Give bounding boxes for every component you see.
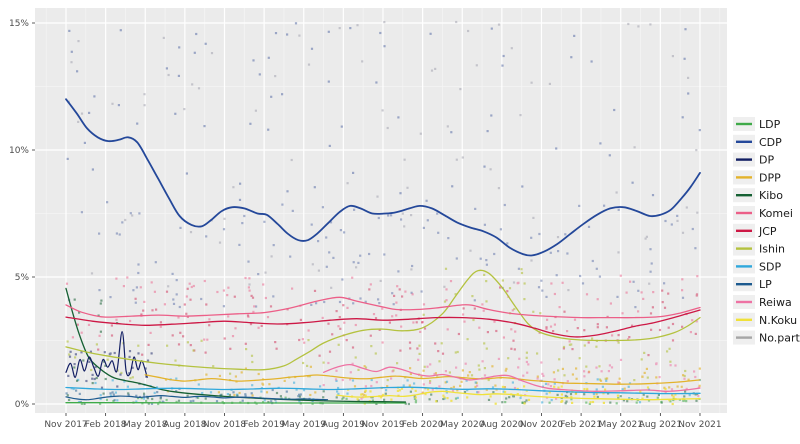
trend-lines [65, 98, 701, 404]
legend-label: Reiwa [759, 296, 792, 309]
scatter-band-CDP [68, 199, 697, 309]
trend-line-N.Koku [336, 390, 701, 401]
legend-label: LDP [759, 118, 781, 131]
y-tick-label: 0% [15, 400, 30, 410]
legend-item-N.Koku: N.Koku [733, 312, 797, 327]
legend-label: DP [759, 154, 774, 167]
trend-line-JCP [65, 309, 701, 338]
y-tick-label: 10% [9, 146, 29, 156]
legend-item-LDP: LDP [733, 117, 781, 131]
trend-line-DPP [144, 374, 701, 385]
y-tick-label: 5% [15, 273, 30, 283]
scatter-band-N.Koku [347, 385, 685, 406]
gridlines [35, 8, 727, 413]
trend-line-Komei [65, 296, 701, 319]
legend-label: CDP [759, 136, 782, 149]
legend-label: Kibo [759, 189, 783, 202]
x-tick-label: Nov 2019 [361, 420, 405, 430]
scatter-band-Reiwa [322, 357, 700, 400]
legend-label: DPP [759, 171, 781, 184]
y-tick-label: 15% [9, 19, 29, 29]
legend-item-No.party: No.party [733, 330, 800, 345]
x-tick-label: Nov 2017 [44, 420, 87, 430]
legend-item-Reiwa: Reiwa [733, 295, 792, 309]
x-tick-label: May 2019 [282, 420, 327, 430]
legend: LDP CDP DP DPP Kibo Komei JCP Ishin SDP LP Reiwa N.… [733, 117, 800, 345]
x-tick-label: Aug 2019 [322, 420, 366, 430]
x-tick-label: Feb 2018 [85, 420, 127, 430]
x-tick-label: Aug 2021 [639, 420, 682, 430]
trend-line-Ishin [65, 269, 701, 371]
legend-item-SDP: SDP [733, 259, 781, 274]
x-tick-label: Nov 2018 [203, 420, 247, 430]
x-tick-label: May 2018 [123, 420, 168, 430]
legend-item-CDP: CDP [733, 134, 782, 149]
legend-item-Ishin: Ishin [733, 241, 785, 256]
legend-item-DP: DP [733, 152, 774, 167]
scatter-band-CDP [66, 22, 701, 201]
trend-line-SDP [65, 386, 701, 395]
legend-item-Komei: Komei [733, 206, 793, 220]
trend-line-Reiwa [322, 363, 701, 392]
x-tick-label: May 2020 [440, 420, 485, 430]
x-tick-label: Feb 2020 [402, 420, 444, 430]
legend-item-LP: LP [733, 277, 772, 292]
legend-label: JCP [758, 225, 777, 238]
legend-label: Komei [759, 207, 793, 220]
plot-panel [35, 8, 727, 413]
scatter-band-Ishin [66, 337, 687, 383]
legend-item-Kibo: Kibo [733, 188, 783, 203]
x-tick-label: Feb 2019 [243, 420, 285, 430]
trend-line-CDP [65, 98, 701, 257]
legend-item-DPP: DPP [733, 170, 781, 185]
legend-label: LP [759, 278, 772, 291]
x-tick-label: Aug 2020 [480, 420, 524, 430]
legend-label: N.Koku [759, 314, 797, 327]
x-tick-label: May 2021 [599, 420, 643, 430]
scatter-band-No.party [67, 20, 699, 292]
x-tick-label: Aug 2018 [163, 420, 207, 430]
trend-line-LP [65, 395, 329, 401]
trend-line-DP [65, 331, 148, 378]
scatter-band-Kibo [73, 298, 119, 385]
x-tick-label: Nov 2021 [678, 420, 721, 430]
x-tick-label: Feb 2021 [560, 420, 602, 430]
legend-label: Ishin [759, 243, 785, 256]
scatter-band-Komei [65, 274, 699, 344]
x-tick-label: Nov 2020 [520, 420, 564, 430]
legend-label: SDP [759, 260, 781, 273]
legend-item-JCP: JCP [733, 223, 777, 238]
legend-label: No.party [759, 332, 800, 345]
